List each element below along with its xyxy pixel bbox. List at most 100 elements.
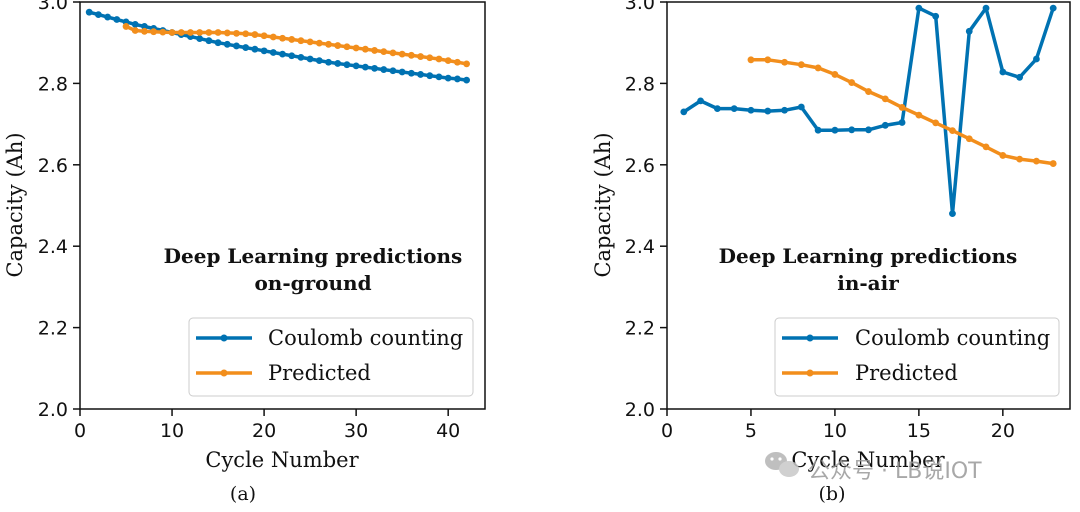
data-point-predicted [982,143,990,151]
data-point-predicted [306,38,314,46]
y-axis-title-b: Capacity (Ah) [591,132,615,277]
y-axis-b: 2.0 2.2 2.4 2.6 2.8 3.0 [625,0,667,421]
data-point-coulomb-counting [797,103,805,111]
x-tick-label: 10 [160,420,184,442]
legend-box-b [774,317,1060,397]
data-point-predicted [177,29,185,36]
x-tick-label: 5 [745,420,757,442]
legend-label-predicted-b: Predicted [855,361,958,385]
data-point-coulomb-counting [279,50,286,58]
data-point-predicted [1049,160,1057,167]
data-point-predicted [150,28,158,36]
annotation-line2-b: in-air [837,271,899,295]
data-point-coulomb-counting [730,105,738,113]
x-tick-label: 15 [907,420,931,442]
data-point-coulomb-counting [999,68,1007,76]
data-point-predicted [233,29,240,37]
y-tick-label: 2.0 [625,399,655,421]
data-point-predicted [325,40,332,48]
data-point-predicted [1016,155,1024,163]
data-point-predicted [898,104,906,111]
data-point-coulomb-counting [417,71,424,78]
data-point-predicted [932,119,940,127]
data-point-predicted [797,61,805,69]
data-point-predicted [288,36,296,43]
data-point-predicted [297,37,305,45]
legend-marker-predicted-b [806,369,814,377]
data-point-coulomb-counting [334,60,342,67]
data-point-coulomb-counting [407,69,415,77]
annotation-line1-a: Deep Learning predictions [164,244,463,268]
data-point-coulomb-counting [389,67,397,75]
data-point-predicted [168,29,176,36]
y-tick-label: 3.0 [38,0,68,14]
data-point-coulomb-counting [915,4,923,12]
legend-label-predicted-a: Predicted [268,361,371,385]
data-point-coulomb-counting [288,52,296,60]
y-tick-label: 2.4 [625,236,655,258]
data-point-predicted [453,58,461,66]
y-axis-a: 2.0 2.2 2.4 2.6 2.8 3.0 [38,0,80,421]
data-point-predicted [223,29,231,37]
data-point-coulomb-counting [205,37,213,45]
data-point-coulomb-counting [747,106,755,114]
plot-frame-b [666,1,1071,410]
y-axis-title-a: Capacity (Ah) [3,132,27,277]
data-point-coulomb-counting [260,47,268,55]
annotation-line2-a: on-ground [254,271,371,295]
legend-marker-coulomb-a [220,334,228,342]
data-point-coulomb-counting [251,45,259,53]
data-point-predicted [398,50,406,58]
data-point-coulomb-counting [982,4,990,12]
data-point-predicted [747,56,755,64]
data-point-predicted [251,31,259,38]
data-point-predicted [848,79,856,86]
data-point-coulomb-counting [435,73,443,81]
data-point-coulomb-counting [233,42,240,50]
x-tick-label: 30 [344,420,368,442]
data-point-predicted [380,48,388,56]
legend-box-a [188,317,474,397]
data-point-coulomb-counting [306,55,314,63]
series-layer-b [680,4,1057,218]
plot-frame-a [79,1,486,410]
data-point-coulomb-counting [214,39,222,47]
data-point-coulomb-counting [352,62,360,70]
watermark: 公众号 · LB说IOT [765,452,982,484]
data-point-coulomb-counting [865,126,872,134]
legend-label-coulomb-b: Coulomb counting [855,326,1050,350]
data-point-predicted [361,45,369,53]
data-point-coulomb-counting [932,12,940,20]
x-tick-label: 20 [252,420,276,442]
data-point-predicted [831,71,839,78]
y-tick-label: 2.8 [38,73,68,95]
data-point-coulomb-counting [898,119,906,126]
data-point-coulomb-counting [848,126,856,134]
data-point-predicted [141,27,148,35]
chart-panel-a: 0 10 20 30 40 2.0 2.2 2.4 2.6 2.8 3.0 Deep Learni… [3,0,486,505]
data-point-predicted [214,29,222,36]
y-tick-label: 2.4 [38,236,68,258]
data-point-coulomb-counting [781,106,788,114]
data-point-coulomb-counting [965,27,973,35]
data-point-predicted [269,33,277,41]
data-point-coulomb-counting [697,97,704,105]
data-point-predicted [279,34,286,42]
y-tick-label: 2.8 [625,73,655,95]
data-point-predicted [463,60,470,68]
data-point-coulomb-counting [131,20,139,28]
data-point-coulomb-counting [814,126,822,134]
data-point-predicted [159,28,167,36]
x-axis-b: 0 5 10 15 20 [661,409,1015,442]
data-point-predicted [426,54,434,62]
y-tick-label: 2.2 [38,318,68,340]
data-point-coulomb-counting [380,66,388,73]
data-point-coulomb-counting [223,40,231,48]
x-tick-label: 10 [823,420,847,442]
data-point-coulomb-counting [680,108,688,116]
data-point-coulomb-counting [1033,55,1040,63]
data-point-coulomb-counting [315,57,323,65]
y-tick-label: 2.6 [38,155,68,177]
data-point-coulomb-counting [242,44,250,51]
